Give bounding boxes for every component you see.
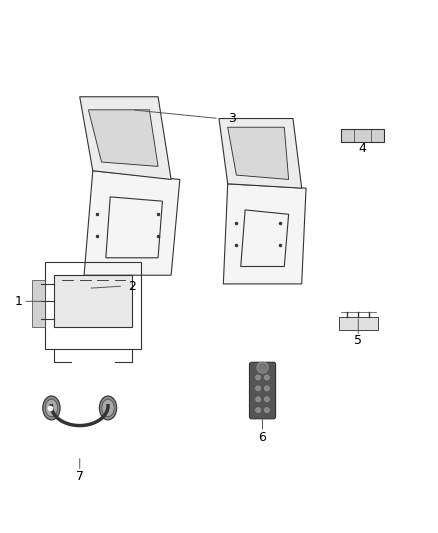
Circle shape [264, 375, 269, 380]
Text: 1: 1 [15, 295, 23, 308]
Circle shape [255, 408, 261, 413]
Text: 2: 2 [128, 280, 136, 293]
Polygon shape [223, 184, 306, 284]
Circle shape [255, 375, 261, 380]
Polygon shape [228, 127, 289, 180]
Bar [45, 262, 141, 349]
Text: 5: 5 [354, 334, 362, 347]
Bar [53, 275, 132, 327]
Bar [341, 130, 385, 142]
Polygon shape [219, 118, 302, 188]
Ellipse shape [43, 396, 60, 420]
Ellipse shape [46, 399, 57, 417]
Text: 6: 6 [258, 431, 266, 443]
Circle shape [264, 397, 269, 402]
Ellipse shape [102, 399, 114, 417]
Bar [32, 279, 45, 327]
Bar [339, 318, 378, 329]
Circle shape [264, 386, 269, 391]
Circle shape [255, 386, 261, 391]
Text: 4: 4 [359, 142, 367, 156]
Circle shape [255, 397, 261, 402]
Circle shape [264, 408, 269, 413]
Text: 7: 7 [76, 470, 84, 483]
Polygon shape [80, 97, 171, 180]
Ellipse shape [99, 396, 117, 420]
Polygon shape [88, 110, 158, 166]
FancyBboxPatch shape [250, 362, 276, 419]
Polygon shape [84, 171, 180, 275]
Text: 3: 3 [228, 112, 236, 125]
Circle shape [257, 362, 268, 373]
